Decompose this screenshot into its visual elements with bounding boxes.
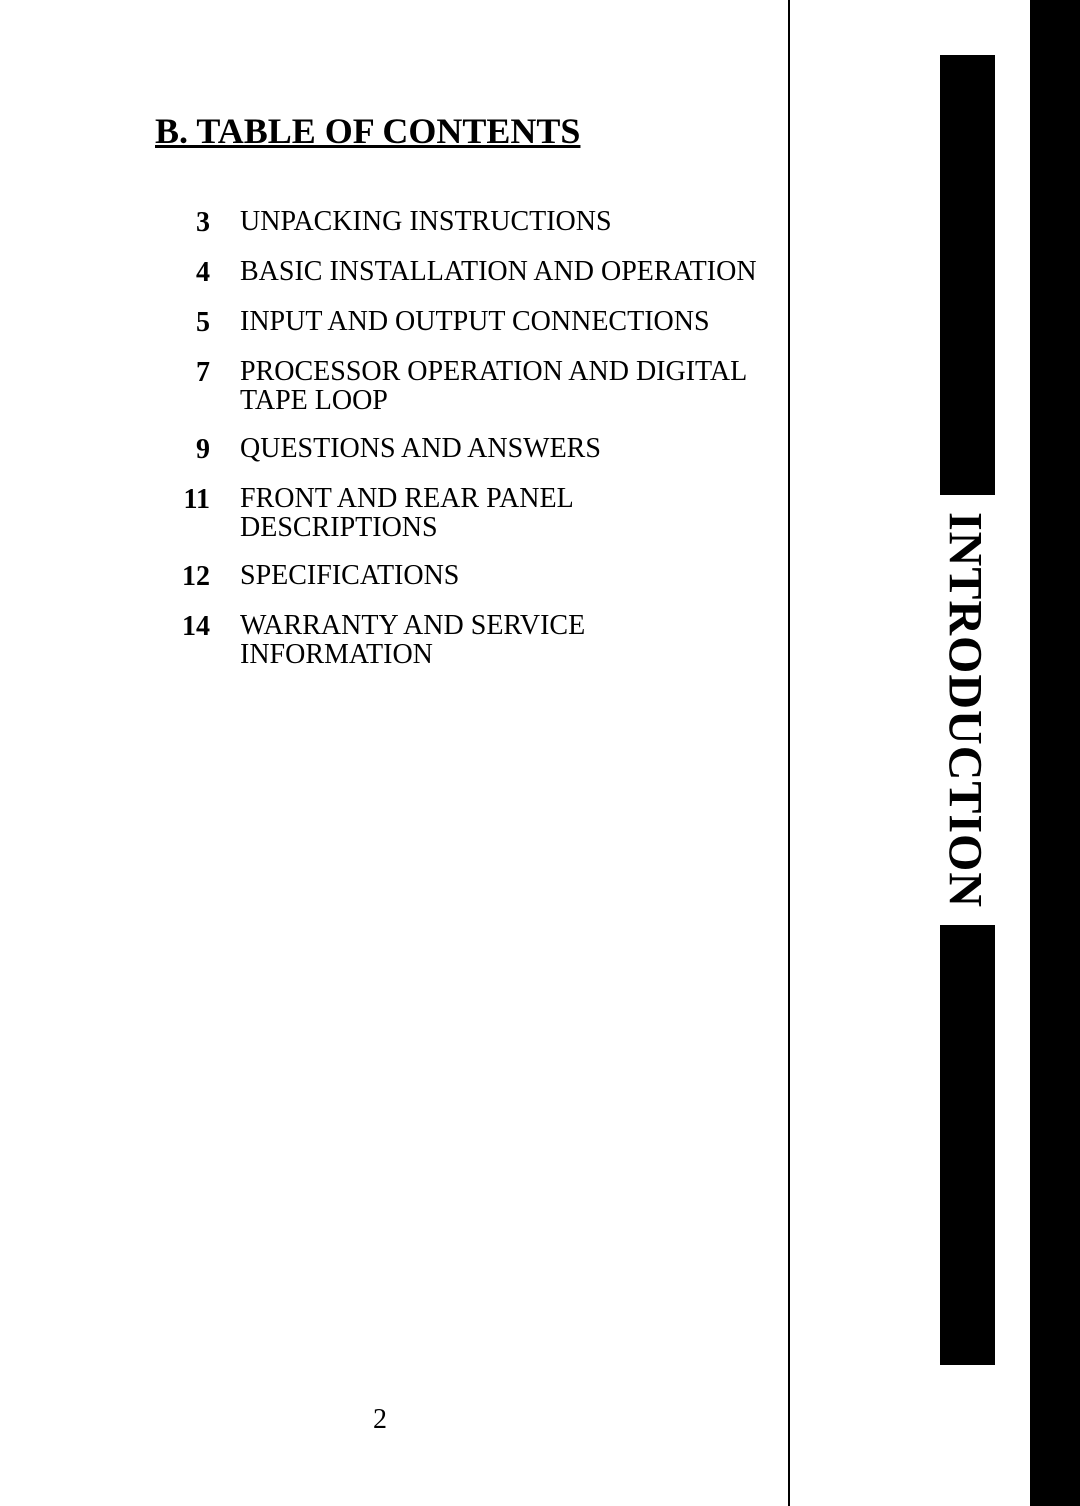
toc-page-number: 3 xyxy=(155,207,210,239)
toc-entry-title: FRONT AND REAR PANEL DESCRIPTIONS xyxy=(210,484,770,543)
section-tab: INTRODUCTION xyxy=(790,0,1080,1506)
toc-entry-title: BASIC INSTALLATION AND OPERATION xyxy=(210,257,757,286)
toc-entry-title: INPUT AND OUTPUT CONNECTIONS xyxy=(210,307,710,336)
toc-entry-title: PROCESSOR OPERATION AND DIGITAL TAPE LOO… xyxy=(210,357,770,416)
toc-entry-title: WARRANTY AND SERVICE INFORMATION xyxy=(210,611,770,670)
toc-page-number: 11 xyxy=(155,484,210,516)
tab-label-container: INTRODUCTION xyxy=(915,500,1015,920)
toc-page-number: 14 xyxy=(155,611,210,643)
edge-strip xyxy=(1030,0,1080,1506)
tab-label: INTRODUCTION xyxy=(938,512,993,908)
toc-page-number: 7 xyxy=(155,357,210,389)
toc-page-number: 5 xyxy=(155,307,210,339)
toc-entry-title: UNPACKING INSTRUCTIONS xyxy=(210,207,612,236)
page-number: 2 xyxy=(0,1404,760,1436)
toc-page-number: 4 xyxy=(155,257,210,289)
toc-page-number: 9 xyxy=(155,434,210,466)
tab-bar-bottom xyxy=(940,925,995,1365)
tab-bar-top xyxy=(940,55,995,495)
toc-entry-title: QUESTIONS AND ANSWERS xyxy=(210,434,601,463)
toc-page-number: 12 xyxy=(155,561,210,593)
divider-line xyxy=(788,0,790,1506)
toc-entry-title: SPECIFICATIONS xyxy=(210,561,459,590)
